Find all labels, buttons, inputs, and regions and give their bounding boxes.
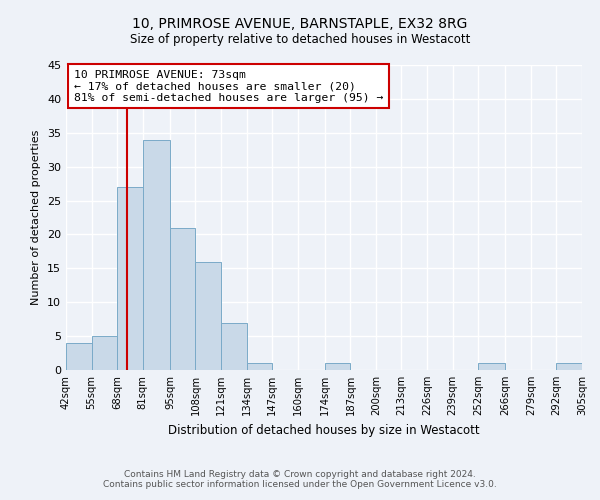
X-axis label: Distribution of detached houses by size in Westacott: Distribution of detached houses by size … (168, 424, 480, 436)
Bar (117, 187, 143, 370)
Text: 10, PRIMROSE AVENUE, BARNSTAPLE, EX32 8RG: 10, PRIMROSE AVENUE, BARNSTAPLE, EX32 8R… (133, 18, 467, 32)
Text: Size of property relative to detached houses in Westacott: Size of property relative to detached ho… (130, 32, 470, 46)
Bar (221, 322, 247, 370)
Bar (325, 363, 350, 370)
Bar (196, 262, 221, 370)
Bar (92, 336, 117, 370)
Bar (556, 363, 582, 370)
Bar (143, 140, 170, 370)
Bar (247, 363, 272, 370)
Y-axis label: Number of detached properties: Number of detached properties (31, 130, 41, 305)
Bar (478, 363, 505, 370)
Text: 10 PRIMROSE AVENUE: 73sqm
← 17% of detached houses are smaller (20)
81% of semi-: 10 PRIMROSE AVENUE: 73sqm ← 17% of detac… (74, 70, 383, 103)
Bar (66, 343, 92, 370)
Text: Contains public sector information licensed under the Open Government Licence v3: Contains public sector information licen… (103, 480, 497, 489)
Text: Contains HM Land Registry data © Crown copyright and database right 2024.: Contains HM Land Registry data © Crown c… (124, 470, 476, 479)
Bar (170, 228, 196, 370)
